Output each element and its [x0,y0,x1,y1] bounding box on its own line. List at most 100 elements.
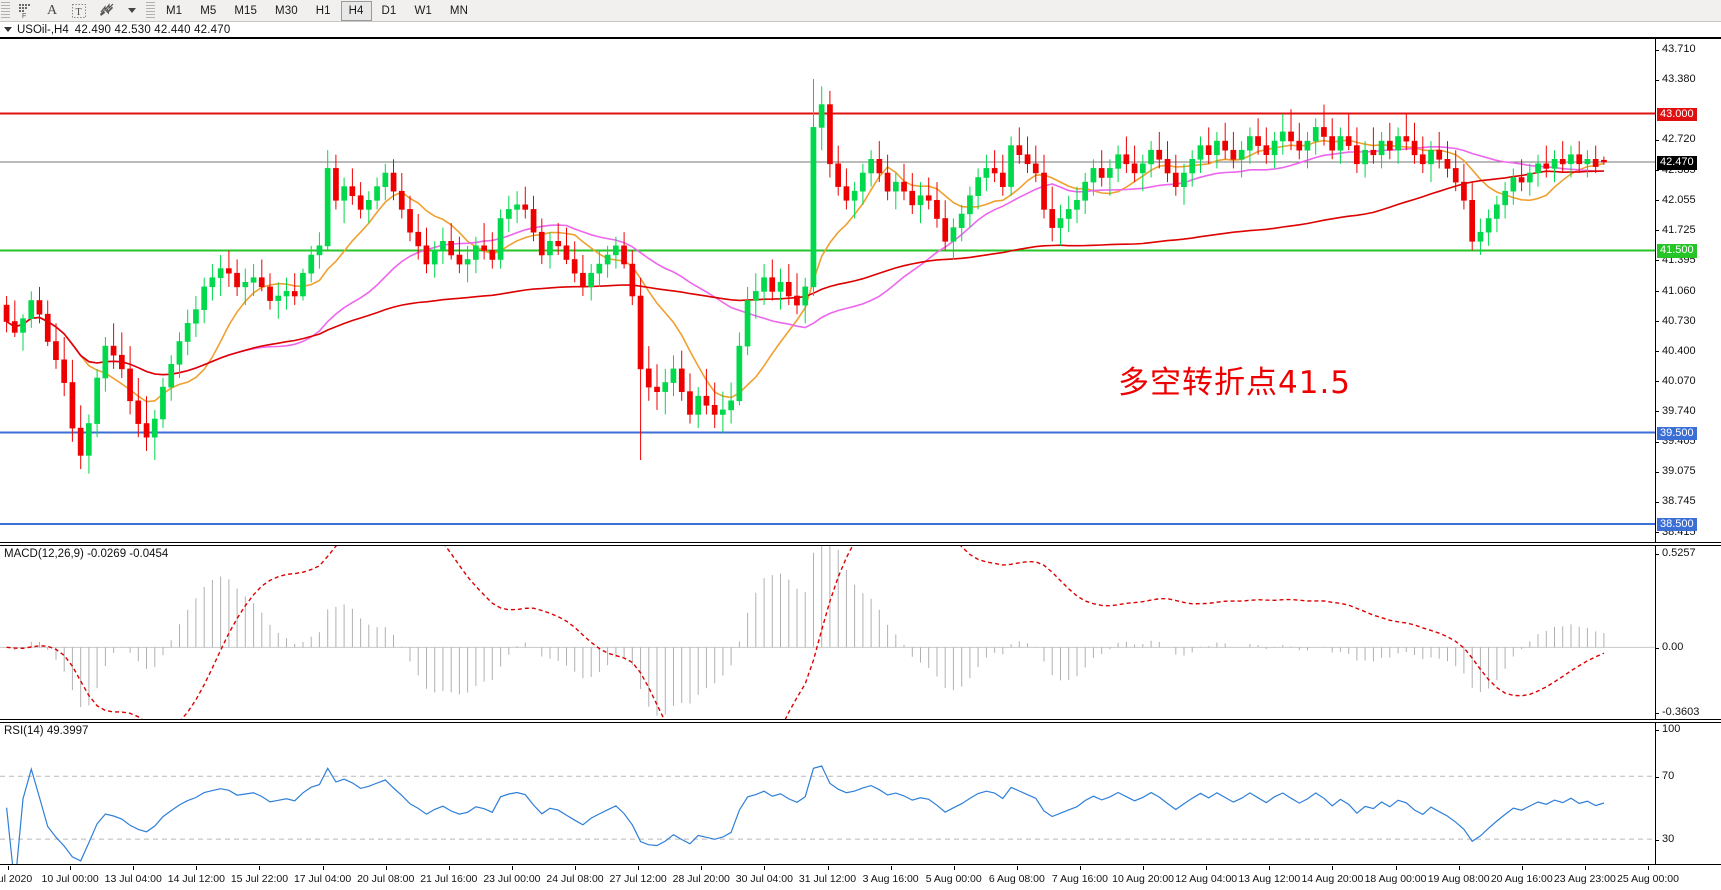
time-axis[interactable]: 8 Jul 2020 10 Jul 00:00 13 Jul 04:00 14 Jul… [0,866,1721,888]
price-axis[interactable]: 43.710 43.380 42.720 42.385 42.055 41.725 41.3… [1655,39,1721,542]
time-axis-mark [448,866,450,870]
time-axis-tick: 21 Jul 16:00 [420,873,478,885]
macd-axis-tick: 0.00 [1656,642,1683,653]
time-axis-mark [322,866,324,870]
time-axis-mark [1521,866,1523,870]
chevron-down-icon[interactable] [123,1,141,21]
macd-axis-tick: 0.5257 [1656,548,1696,559]
price-axis-tick: 40.400 [1656,345,1696,357]
rsi-indicator-panel: RSI(14) 49.3997 100 70 30 [0,722,1721,865]
rsi-axis-tick: 100 [1656,724,1680,735]
timeframe-button-m1[interactable]: M1 [166,4,183,17]
time-axis-mark [890,866,892,870]
time-axis-mark [575,866,577,870]
time-axis-mark [1206,866,1208,870]
time-axis-mark [70,866,72,870]
time-axis-tick: 15 Jul 22:00 [230,873,289,885]
time-axis-tick: 25 Aug 00:00 [1617,873,1679,885]
time-axis-tick: 27 Jul 12:00 [609,873,667,885]
time-axis-tick: 13 Jul 04:00 [104,873,162,885]
text-object-icon[interactable]: T [66,1,92,21]
text-label-icon[interactable]: A [46,2,58,18]
timeframe-button-h4[interactable]: H4 [340,0,372,21]
timeframe-button-d1[interactable]: D1 [381,4,397,17]
toolbar-grip[interactable] [1,1,10,20]
price-axis-tick: 43.710 [1656,44,1696,55]
time-axis-tick: 10 Aug 20:00 [1112,873,1175,885]
price-chart-panel: 多空转折点41.5 43.710 43.380 42.720 42.385 42.055… [0,38,1721,543]
ohlc-values: 42.490 42.530 42.440 42.470 [74,23,231,36]
time-axis-tick: 20 Aug 16:00 [1490,873,1553,885]
time-axis-mark [196,866,198,870]
timeframe-button-m5[interactable]: M5 [200,4,217,17]
price-level-39500[interactable]: 39.500 [1657,426,1697,441]
timeframe-button-h1[interactable]: H1 [315,4,331,17]
time-axis-tick: 14 Aug 20:00 [1301,873,1364,885]
time-axis-tick: 23 Aug 23:00 [1553,873,1616,885]
macd-plot-area[interactable] [0,546,1655,719]
time-axis-mark [1016,866,1018,870]
chart-toolbar: F A T M1 M5 M15 M30 H1 H4 D1 W1 MN [0,0,1721,22]
arrows-icon[interactable] [94,1,121,21]
time-axis-tick: 30 Jul 04:00 [735,873,793,885]
price-axis-tick: 38.415 [1656,526,1696,538]
price-level-43000[interactable]: 43.000 [1657,107,1697,122]
price-axis-tick: 43.380 [1656,74,1696,85]
chart-menu-caret-icon[interactable] [4,27,12,32]
price-level-38500[interactable]: 38.500 [1657,517,1697,532]
time-axis-mark [133,866,135,870]
price-axis-tick: 38.745 [1656,496,1696,507]
rsi-axis[interactable]: 100 70 30 [1655,723,1721,864]
current-price-badge[interactable]: 42.470 [1657,156,1697,170]
price-axis-tick: 39.405 [1656,436,1696,447]
price-plot-area[interactable]: 多空转折点41.5 [0,39,1655,542]
time-axis-tick: 31 Jul 12:00 [798,873,857,885]
timeframe-button-m30[interactable]: M30 [275,4,298,17]
time-axis-mark [259,866,261,870]
timeframe-button-m15[interactable]: M15 [234,4,258,17]
time-axis-mark [385,866,387,870]
time-axis-mark [1332,866,1334,870]
price-axis-tick: 39.740 [1656,405,1696,417]
time-axis-tick: 13 Aug 12:00 [1238,873,1301,885]
time-axis-tick: 20 Jul 08:00 [357,873,415,885]
chart-annotation-text[interactable]: 多空转折点41.5 [1118,365,1352,401]
price-axis-tick: 41.060 [1656,285,1696,297]
time-axis-tick: 5 Aug 00:00 [925,873,982,885]
symbol-label: USOil-,H4 [17,23,69,36]
time-axis-tick: 28 Jul 20:00 [672,873,730,885]
symbol-info-bar: USOil-,H4 42.490 42.530 42.440 42.470 [0,22,1721,38]
price-axis-tick: 41.395 [1656,254,1696,266]
price-candles-svg [0,79,1655,525]
time-axis-tick: 17 Jul 04:00 [293,873,352,885]
crosshair-template-icon[interactable]: F [13,1,38,21]
time-axis-tick: 19 Aug 08:00 [1427,873,1490,885]
price-axis-tick: 42.385 [1656,164,1696,176]
timeframe-button-mn[interactable]: MN [449,4,468,17]
macd-indicator-panel: MACD(12,26,9) -0.0269 -0.0454 0.5257 0.00… [0,545,1721,720]
macd-axis-tick: -0.3603 [1656,707,1699,718]
time-axis-tick: 23 Jul 00:00 [483,873,541,885]
timeframe-button-w1[interactable]: W1 [414,4,432,17]
macd-svg [0,546,1655,719]
time-axis-tick: 12 Aug 04:00 [1175,873,1238,885]
price-axis-tick: 40.070 [1656,375,1696,387]
time-axis-mark [1584,866,1586,870]
timeframe-group-grip[interactable] [146,1,155,20]
time-axis-tick: 10 Jul 00:00 [41,873,99,885]
time-axis-tick: 24 Jul 08:00 [546,873,604,885]
time-axis-tick: 18 Aug 00:00 [1364,873,1427,885]
time-axis-tick: 7 Aug 16:00 [1051,873,1108,885]
timeframe-buttons: M1 M5 M15 M30 H1 H4 D1 W1 MN [157,0,477,21]
time-axis-mark [638,866,640,870]
macd-axis[interactable]: 0.5257 0.00 -0.3603 [1655,546,1721,719]
time-axis-mark [1079,866,1081,870]
time-axis-mark [827,866,829,870]
price-level-41500[interactable]: 41.500 [1657,244,1697,258]
time-axis-mark [8,866,9,870]
time-axis-tick: 14 Jul 12:00 [167,873,225,885]
rsi-plot-area[interactable] [0,723,1655,864]
time-axis-mark [764,866,766,870]
rsi-axis-tick: 30 [1656,834,1674,845]
time-axis-tick: 6 Aug 08:00 [988,873,1045,885]
